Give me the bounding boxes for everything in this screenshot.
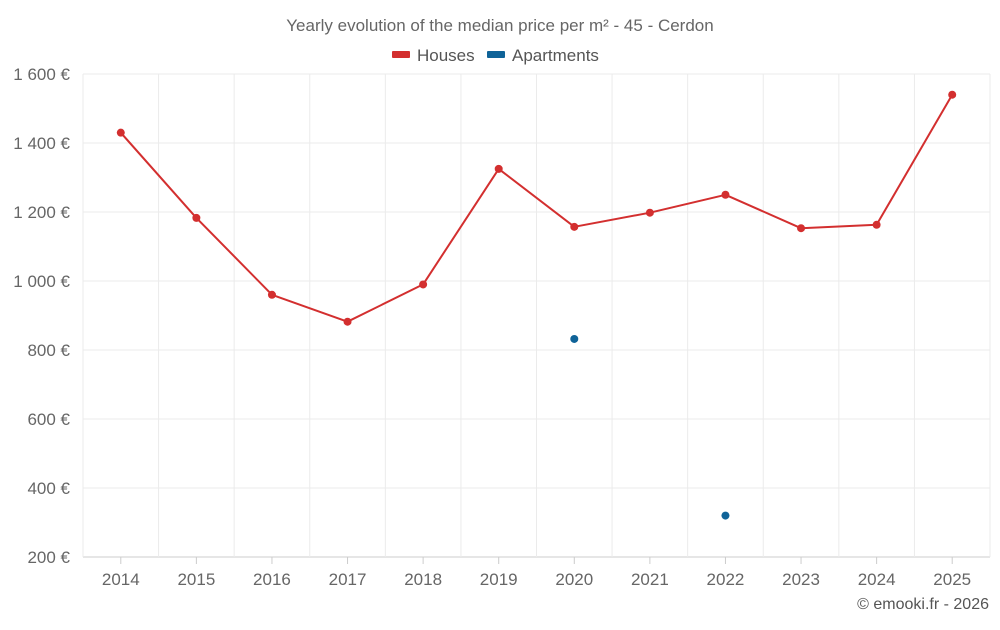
data-point-apartments-2022 — [721, 511, 730, 520]
series-apartments — [570, 334, 730, 520]
data-point-houses-2023 — [797, 224, 806, 233]
data-point-houses-2020 — [570, 222, 579, 231]
data-point-houses-2022 — [721, 190, 730, 199]
data-point-apartments-2020 — [570, 334, 579, 343]
series-houses — [116, 90, 957, 326]
legend-swatch-apartments — [487, 51, 505, 58]
x-tick-label: 2024 — [858, 570, 896, 589]
x-tick-label: 2018 — [404, 570, 442, 589]
x-tick-label: 2019 — [480, 570, 518, 589]
data-point-houses-2014 — [116, 128, 125, 137]
data-point-houses-2025 — [948, 90, 957, 99]
data-point-houses-2019 — [494, 164, 503, 173]
data-point-houses-2016 — [267, 290, 276, 299]
data-point-houses-2015 — [192, 213, 201, 222]
x-tick-label: 2022 — [707, 570, 745, 589]
legend-swatch-houses — [392, 51, 410, 58]
legend: Houses Apartments — [392, 46, 599, 65]
chart-title: Yearly evolution of the median price per… — [286, 16, 713, 35]
y-tick-label: 1 000 € — [13, 272, 70, 291]
data-point-houses-2017 — [343, 317, 352, 326]
y-tick-label: 800 € — [27, 341, 70, 360]
legend-label-houses: Houses — [417, 46, 475, 65]
x-tick-label: 2016 — [253, 570, 291, 589]
legend-label-apartments: Apartments — [512, 46, 599, 65]
y-tick-label: 1 600 € — [13, 65, 70, 84]
x-tick-label: 2014 — [102, 570, 140, 589]
series-layer — [116, 90, 957, 520]
grid — [82, 73, 991, 558]
data-point-houses-2024 — [872, 220, 881, 229]
x-tick-label: 2015 — [177, 570, 215, 589]
y-tick-label: 200 € — [27, 548, 70, 567]
x-axis: 2014 2015 2016 2017 2018 2019 2020 2021 2022 2023… — [102, 557, 971, 589]
y-tick-label: 600 € — [27, 410, 70, 429]
x-tick-label: 2025 — [933, 570, 971, 589]
credit-text: © emooki.fr - 2026 — [857, 596, 989, 613]
x-tick-label: 2020 — [555, 570, 593, 589]
series-line-houses — [120, 94, 954, 323]
x-tick-label: 2023 — [782, 570, 820, 589]
data-point-houses-2021 — [645, 208, 654, 217]
y-tick-label: 1 400 € — [13, 134, 70, 153]
y-tick-label: 400 € — [27, 479, 70, 498]
y-axis: 200 € 400 € 600 € 800 € 1 000 € 1 200 € 1 400 … — [13, 65, 70, 567]
x-tick-label: 2017 — [329, 570, 367, 589]
data-point-houses-2018 — [419, 280, 428, 289]
x-tick-label: 2021 — [631, 570, 669, 589]
y-tick-label: 1 200 € — [13, 203, 70, 222]
